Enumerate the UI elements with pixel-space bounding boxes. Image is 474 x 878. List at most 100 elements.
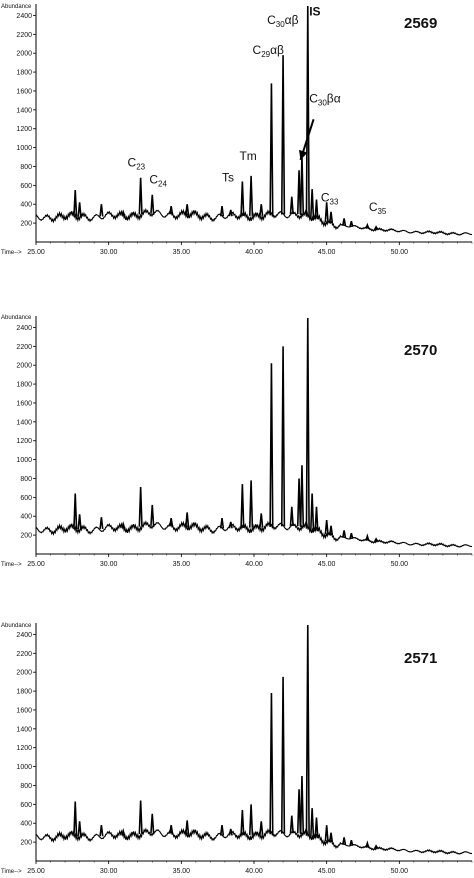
- peak: [77, 821, 82, 837]
- peak: [374, 225, 379, 230]
- y-tick-label: 2200: [16, 344, 32, 351]
- y-tick-label: 2200: [16, 32, 32, 39]
- peak: [324, 202, 329, 223]
- peak-label: C30βα: [309, 91, 340, 107]
- x-tick-label: 45.00: [318, 249, 336, 256]
- y-tick-label: 1200: [16, 438, 32, 445]
- y-tick-label: 200: [20, 221, 32, 228]
- peak: [365, 222, 370, 229]
- x-tick-label: 30.00: [100, 868, 118, 875]
- x-tick-label: 45.00: [318, 561, 336, 568]
- peak: [169, 206, 174, 215]
- y-tick-label: 400: [20, 202, 32, 209]
- y-tick-label: 1000: [16, 764, 32, 771]
- x-axis-header: Time-->: [1, 250, 22, 256]
- y-tick-label: 2000: [16, 363, 32, 370]
- peak: [259, 821, 264, 835]
- peak: [280, 346, 286, 527]
- peak: [342, 530, 347, 538]
- y-tick-label: 1000: [16, 145, 32, 152]
- y-tick-label: 800: [20, 164, 32, 171]
- peak: [296, 478, 302, 527]
- chromatogram-panel-2571: Abundance Time--> 2571 200 400 600 800 1000 1…: [1, 623, 473, 875]
- y-tick-label: 1200: [16, 126, 32, 133]
- peak: [121, 209, 126, 216]
- peak: [228, 209, 233, 217]
- y-tick-label: 600: [20, 802, 32, 809]
- y-axis-header: Abundance: [1, 623, 32, 629]
- peak: [374, 844, 379, 849]
- peak: [289, 196, 294, 215]
- y-tick-label: 2200: [16, 651, 32, 658]
- peak: [99, 204, 104, 217]
- peak: [150, 504, 155, 526]
- y-tick-label: 2400: [16, 632, 32, 639]
- peak: [169, 518, 174, 527]
- peak: [73, 801, 78, 837]
- peak: [349, 840, 354, 846]
- x-tick-label: 50.00: [391, 249, 409, 256]
- y-tick-label: 1600: [16, 707, 32, 714]
- x-tick-label: 35.00: [173, 868, 191, 875]
- y-tick-label: 1400: [16, 419, 32, 426]
- peak: [349, 221, 354, 227]
- y-tick-label: 800: [20, 783, 32, 790]
- peak-label: C35: [369, 200, 387, 216]
- x-tick-label: 40.00: [245, 868, 263, 875]
- peak: [310, 189, 315, 218]
- y-tick-label: 400: [20, 821, 32, 828]
- peak: [280, 55, 286, 215]
- x-tick-label: 25.00: [27, 868, 45, 875]
- peak-label: IS: [309, 4, 320, 18]
- peak: [310, 808, 315, 837]
- peak: [296, 789, 302, 834]
- peak: [150, 813, 155, 834]
- peak: [299, 776, 305, 835]
- peak: [305, 5, 310, 217]
- peak: [328, 832, 334, 843]
- peak: [77, 202, 82, 217]
- peak: [269, 692, 274, 835]
- peak: [269, 83, 274, 216]
- peak: [185, 820, 190, 835]
- peak: [324, 519, 329, 535]
- y-axis-header: Abundance: [1, 315, 32, 321]
- peak-label: C30αβ: [267, 13, 299, 29]
- x-axis-header: Time-->: [1, 869, 22, 875]
- y-tick-label: 1600: [16, 400, 32, 407]
- peak: [248, 804, 254, 835]
- y-tick-label: 1400: [16, 726, 32, 733]
- peak: [99, 825, 104, 837]
- peak: [185, 512, 190, 528]
- y-axis-header: Abundance: [1, 4, 32, 10]
- x-tick-label: 50.00: [391, 561, 409, 568]
- peak: [269, 363, 274, 527]
- peak: [121, 827, 126, 836]
- peak: [314, 199, 319, 220]
- peak: [324, 825, 329, 842]
- peak: [150, 194, 155, 214]
- y-tick-label: 1800: [16, 689, 32, 696]
- peak: [349, 533, 354, 539]
- peak: [240, 809, 245, 836]
- peak-label: C23: [128, 155, 146, 171]
- y-tick-label: 600: [20, 495, 32, 502]
- y-tick-label: 800: [20, 476, 32, 483]
- sample-label: 2570: [404, 342, 437, 359]
- y-tick-label: 1400: [16, 107, 32, 114]
- peak: [314, 506, 319, 532]
- peak: [374, 537, 379, 542]
- peak: [248, 175, 254, 216]
- peak: [169, 825, 174, 834]
- peak: [138, 177, 143, 215]
- peak: [310, 493, 315, 530]
- sample-label: 2571: [404, 650, 437, 667]
- peak: [342, 218, 347, 226]
- peak: [73, 190, 78, 217]
- y-tick-label: 2400: [16, 325, 32, 332]
- x-tick-label: 25.00: [27, 561, 45, 568]
- baseline-trace: [35, 520, 473, 548]
- peak: [328, 211, 334, 224]
- peak: [365, 840, 370, 848]
- peak: [248, 480, 254, 528]
